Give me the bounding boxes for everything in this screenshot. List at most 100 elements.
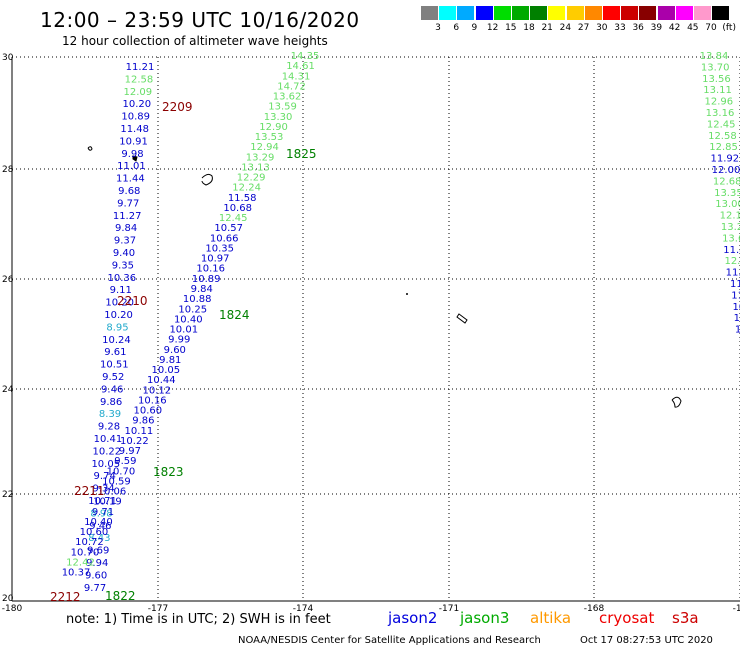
wave-height-value: 13.59 <box>268 102 297 113</box>
wave-height-value: 10.06 <box>98 487 127 498</box>
island-outline <box>406 293 408 295</box>
wave-height-value: 9.86 <box>100 397 122 408</box>
wave-height-value: 9.40 <box>113 248 135 259</box>
wave-height-value: 10.25 <box>178 304 207 315</box>
lat-axis-label: 28 <box>2 165 14 175</box>
pass-time-label: 1824 <box>219 308 250 322</box>
wave-height-value: 13.00 <box>715 199 740 210</box>
wave-height-value: 9.97 <box>119 446 141 457</box>
scale-label: 39 <box>650 23 663 33</box>
wave-height-value: 9.99 <box>168 335 190 346</box>
scale-label: 45 <box>687 23 699 33</box>
wave-height-value: 13.13 <box>241 162 270 173</box>
wave-height-value: 9.71 <box>92 507 114 518</box>
wave-height-value: 12.09 <box>124 87 153 98</box>
wave-height-value: 12.00 <box>712 165 740 176</box>
wave-height-value: 10. <box>732 302 740 313</box>
wave-height-value: 10.36 <box>107 273 136 284</box>
wave-height-value: 9.60 <box>164 345 186 356</box>
island-outline <box>671 396 682 408</box>
wave-height-value: 10.40 <box>174 314 203 325</box>
wave-height-value: 8.39 <box>99 409 121 420</box>
wave-height-value: 12.0 <box>724 256 740 267</box>
wave-height-value: 9.81 <box>159 355 181 366</box>
wave-height-value: 12.94 <box>250 142 279 153</box>
scale-label: 70 <box>705 23 717 33</box>
wave-height-value: 9.98 <box>121 149 143 160</box>
satellite-label: altika <box>530 609 572 627</box>
footer-note: note: 1) Time is in UTC; 2) SWH is in fe… <box>66 612 331 627</box>
wave-height-value: 10.11 <box>125 426 154 437</box>
scale-label: 30 <box>596 23 608 33</box>
scale-swatch <box>512 6 529 20</box>
wave-height-value: 11.27 <box>113 211 142 222</box>
wave-height-value: 9.84 <box>191 284 213 295</box>
satellite-label: s3a <box>672 609 699 627</box>
wave-height-value: 10.91 <box>119 136 148 147</box>
scale-label: 33 <box>614 23 626 33</box>
scale-swatch <box>439 6 457 20</box>
scale-label: 24 <box>559 23 572 33</box>
island-outline <box>201 173 213 186</box>
satellite-label: cryosat <box>599 609 655 627</box>
wave-height-value: 10.35 <box>205 243 234 254</box>
lon-axis-label: -16 <box>733 604 740 614</box>
scale-swatch <box>675 6 693 20</box>
scale-label: 9 <box>471 23 478 33</box>
wave-height-value: 10.89 <box>121 112 150 123</box>
scale-swatch <box>584 6 602 20</box>
wave-height-value: 9.46 <box>101 384 123 395</box>
wave-height-value: 10.05 <box>91 459 120 470</box>
wave-height-value: 11.8 <box>723 245 740 256</box>
scale-swatch <box>694 6 711 20</box>
wave-height-value: 9.69 <box>87 546 109 557</box>
wave-height-value: 12.45 <box>219 213 248 224</box>
wave-height-value: 10.24 <box>102 335 131 346</box>
wave-height-value: 10.71 <box>88 496 117 507</box>
wave-height-value: 10.12 <box>143 385 172 396</box>
page-title: 12:00 – 23:59 UTC 10/16/2020 <box>40 8 360 32</box>
wave-height-value: 9.61 <box>104 347 126 358</box>
wave-height-value: 10.05 <box>151 365 180 376</box>
scale-label: 12 <box>486 23 499 33</box>
wave-height-value: 11.58 <box>228 193 257 204</box>
credit-text: NOAA/NESDIS Center for Satellite Applica… <box>238 635 541 646</box>
wave-height-value: 10. <box>735 325 740 336</box>
wave-height-value: 11.01 <box>117 161 146 172</box>
wave-height-value: 10.88 <box>183 294 212 305</box>
wave-height-value: 13.11 <box>703 85 732 96</box>
lon-axis-label: -171 <box>439 604 459 614</box>
pass-time-label: 2209 <box>162 100 193 114</box>
wave-height-value: 11.44 <box>116 174 145 185</box>
wave-height-value: 10.22 <box>93 446 122 457</box>
scale-label: 21 <box>541 23 553 33</box>
scale-swatch <box>566 6 584 20</box>
wave-height-value: 13.2 <box>721 222 740 233</box>
satellite-label: jason3 <box>460 609 510 627</box>
wave-height-value: 9.94 <box>86 558 108 569</box>
lat-axis-label: 24 <box>2 385 14 395</box>
wave-height-value: 10.44 <box>147 375 176 386</box>
wave-height-value: 10. <box>734 313 740 324</box>
wave-height-value: 11.21 <box>126 62 155 73</box>
scale-swatch <box>457 6 475 20</box>
wave-height-value: 8.43 <box>88 533 110 544</box>
wave-height-value: 10.70 <box>71 547 100 558</box>
scale-label: 15 <box>505 23 517 33</box>
scale-swatch <box>421 6 438 20</box>
wave-height-value: 10.60 <box>80 527 109 538</box>
wave-height-value: 9.46 <box>89 521 111 532</box>
wave-height-value: 12.42 <box>66 558 95 569</box>
lon-axis-label: -168 <box>584 604 605 614</box>
wave-height-value: 10.68 <box>223 203 252 214</box>
lat-axis-label: 30 <box>2 53 14 63</box>
pass-time-label: 1823 <box>153 465 184 479</box>
wave-height-value: 9.84 <box>115 223 137 234</box>
wave-height-value: 10.66 <box>210 233 239 244</box>
wave-height-value: 9.28 <box>98 422 120 433</box>
page-subtitle: 12 hour collection of altimeter wave hei… <box>62 34 328 48</box>
pass-time-label: 1825 <box>286 147 317 161</box>
wave-height-value: 9.77 <box>84 583 106 594</box>
wave-height-value: 11.48 <box>120 124 149 135</box>
